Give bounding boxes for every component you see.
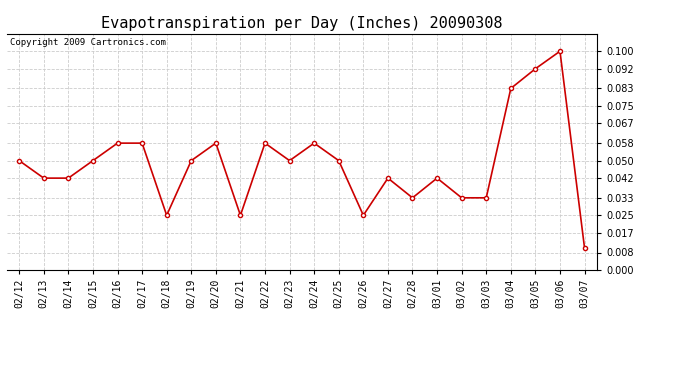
- Title: Evapotranspiration per Day (Inches) 20090308: Evapotranspiration per Day (Inches) 2009…: [101, 16, 502, 31]
- Text: Copyright 2009 Cartronics.com: Copyright 2009 Cartronics.com: [10, 39, 166, 48]
